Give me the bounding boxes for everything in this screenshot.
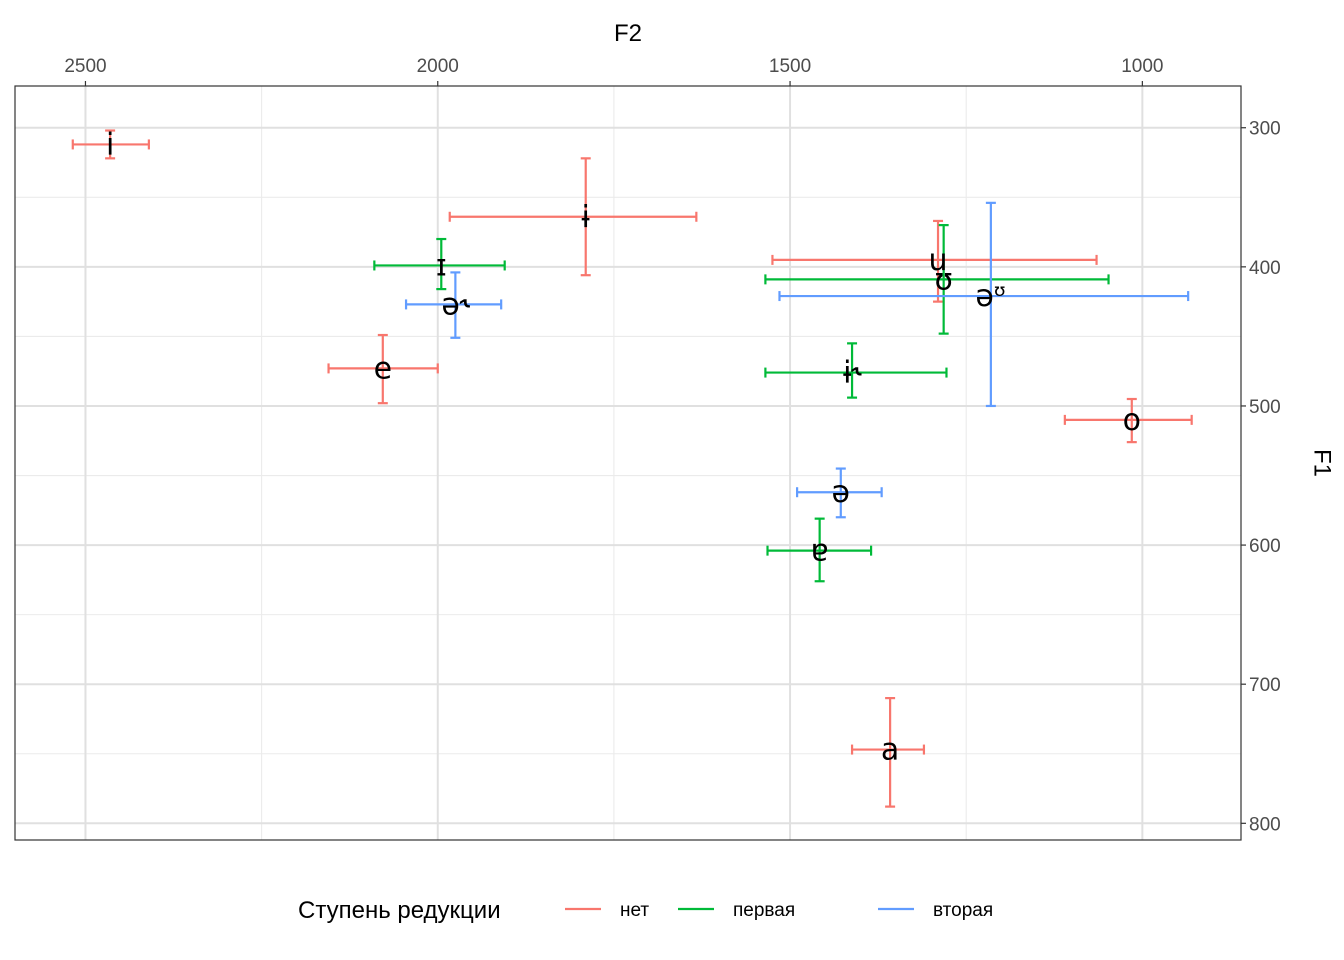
grid (15, 86, 1241, 840)
errorbar-нет (327, 333, 439, 405)
x-axis-ticks: 2500 2000 1500 1000 (64, 56, 1163, 86)
y-tick-label: 500 (1249, 397, 1281, 418)
errorbar-первая (766, 517, 873, 583)
y-tick-label: 300 (1249, 119, 1281, 140)
vowel-label: ʊ (934, 262, 953, 297)
vowel-label: i (106, 127, 114, 162)
legend: Ступень редукции нет первая вторая (298, 897, 993, 924)
vowel-label: a (881, 733, 899, 768)
vowel-labels: i ɨ e u o a ɪ ʊ ɨ˞ ɐ ə˞ əᶷ ə (106, 127, 1141, 767)
vowel-label: ə˞ (441, 287, 470, 322)
vowel-label: ɐ (811, 534, 829, 569)
vowel-label: ɨ (582, 200, 590, 235)
legend-label: вторая (933, 900, 993, 921)
vowel-label: e (374, 351, 392, 386)
vowel-label: o (1123, 403, 1141, 438)
y-tick-label: 800 (1249, 814, 1281, 835)
y-tick-label: 600 (1249, 536, 1281, 557)
y-axis-title: F1 (1308, 449, 1335, 477)
plot-panel-border (14, 85, 1242, 841)
errorbar-первая (373, 237, 506, 291)
errorbar-нет (771, 219, 1098, 303)
errorbar-вторая (796, 467, 883, 519)
legend-label: первая (733, 900, 795, 921)
x-tick-label: 1000 (1121, 56, 1163, 77)
vowel-label: ɪ (436, 248, 447, 283)
legend-label: нет (620, 900, 649, 921)
x-axis-title: F2 (614, 20, 642, 47)
errorbar-нет (448, 157, 698, 277)
vowel-label: u (929, 243, 948, 278)
vowel-label: ɨ˞ (843, 356, 862, 391)
x-tick-label: 2500 (64, 56, 106, 77)
error-bars (71, 129, 1193, 808)
errorbar-нет (71, 129, 150, 160)
y-axis-ticks: 300 400 500 600 700 800 (1241, 119, 1281, 835)
legend-title: Ступень редукции (298, 897, 501, 924)
errorbar-нет (1063, 397, 1193, 444)
vowel-label: ə (832, 475, 850, 510)
y-tick-label: 400 (1249, 258, 1281, 279)
x-tick-label: 1500 (769, 56, 811, 77)
errorbar-нет (850, 697, 926, 808)
errorbar-первая (764, 224, 1110, 335)
vowel-label: əᶷ (975, 279, 1006, 314)
y-tick-label: 700 (1249, 675, 1281, 696)
errorbar-вторая (778, 201, 1190, 408)
errorbar-вторая (404, 271, 503, 339)
errorbar-первая (764, 342, 948, 399)
x-tick-label: 2000 (417, 56, 459, 77)
